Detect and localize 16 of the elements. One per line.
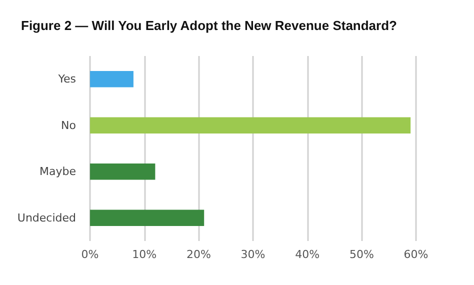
y-tick-label: Maybe bbox=[40, 165, 76, 178]
x-tick-label: 20% bbox=[186, 248, 211, 261]
x-tick-label: 40% bbox=[295, 248, 320, 261]
x-tick-label: 50% bbox=[349, 248, 374, 261]
x-tick-label: 30% bbox=[240, 248, 266, 261]
y-tick-label: Yes bbox=[57, 72, 76, 86]
x-tick-label: 60% bbox=[404, 248, 428, 261]
chart-title: Figure 2 — Will You Early Adopt the New Revenue Standard? bbox=[21, 18, 398, 33]
bar bbox=[90, 164, 156, 180]
bar bbox=[90, 210, 204, 226]
bar bbox=[90, 71, 134, 88]
y-tick-label: No bbox=[61, 118, 76, 132]
x-tick-label: 0% bbox=[81, 248, 99, 261]
bar bbox=[90, 117, 411, 134]
x-tick-label: 10% bbox=[132, 248, 157, 261]
y-tick-label: Undecided bbox=[17, 211, 76, 224]
